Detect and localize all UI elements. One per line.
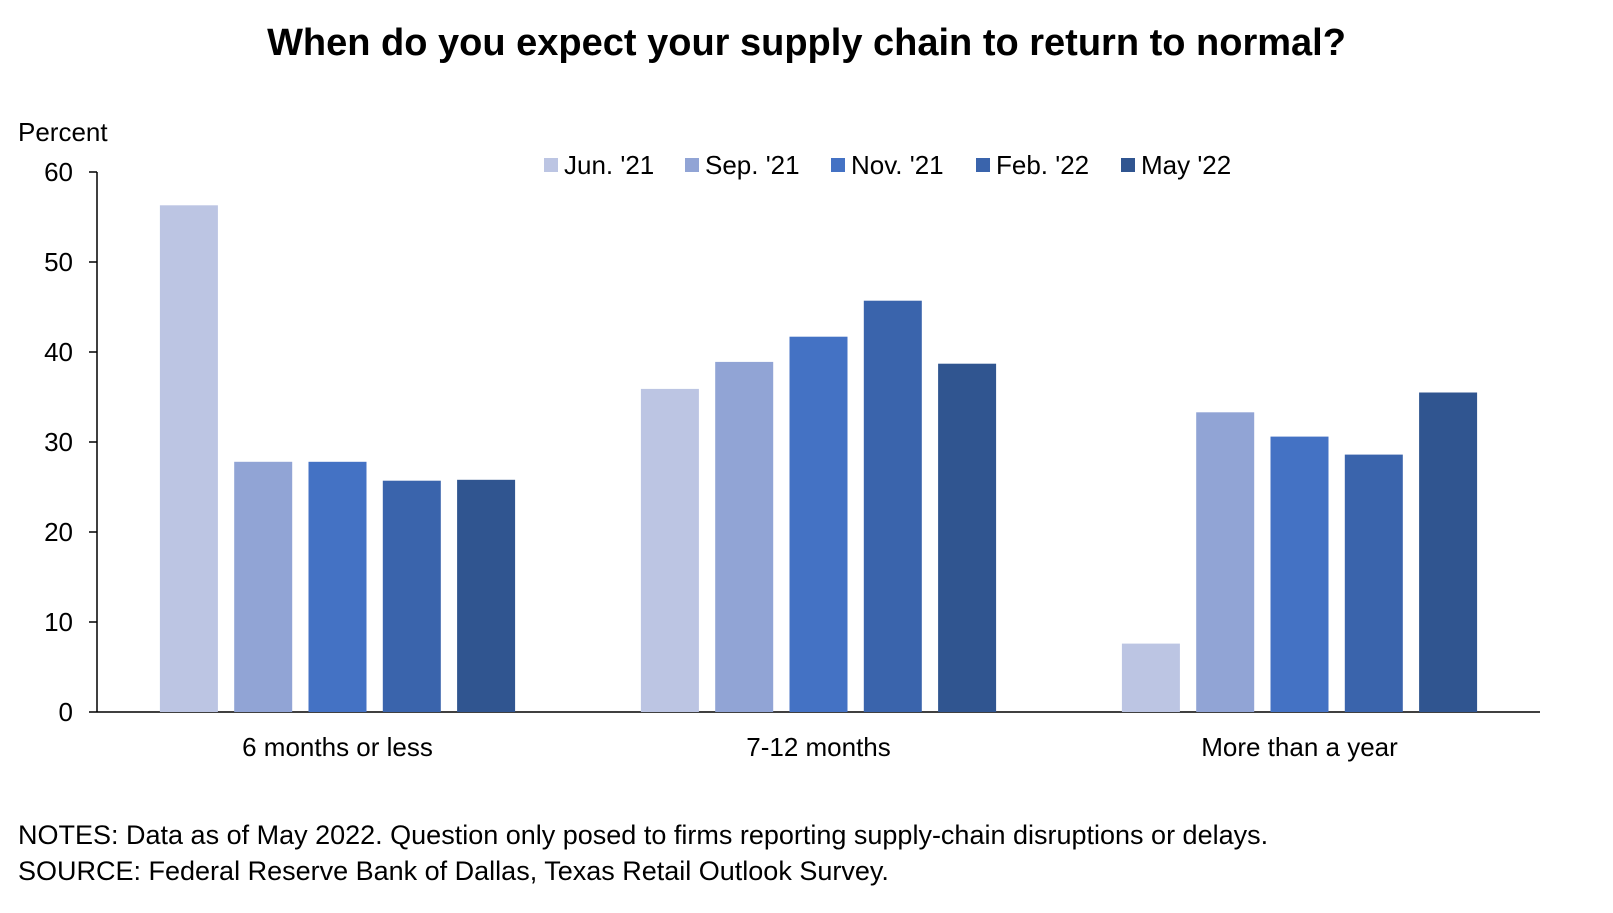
bar-2-2 (1270, 436, 1329, 712)
x-tick-label: More than a year (1201, 732, 1398, 762)
bar-1-4 (938, 363, 997, 712)
bar-0-1 (234, 461, 293, 712)
bar-2-1 (1196, 412, 1255, 712)
y-tick-label: 20 (44, 517, 73, 547)
legend-swatch (1121, 158, 1135, 172)
legend-label: Feb. '22 (996, 150, 1089, 180)
bar-1-1 (715, 361, 774, 712)
bar-0-2 (308, 461, 367, 712)
bar-2-4 (1419, 392, 1478, 712)
chart-title: When do you expect your supply chain to … (267, 22, 1346, 64)
bar-0-4 (457, 479, 516, 712)
legend-swatch (544, 158, 558, 172)
legend-label: Sep. '21 (705, 150, 800, 180)
x-tick-label: 7-12 months (746, 732, 891, 762)
y-axis-label: Percent (18, 117, 108, 147)
bar-0-3 (382, 480, 441, 712)
bar-1-2 (789, 336, 848, 712)
y-tick-label: 0 (59, 697, 73, 727)
bar-2-0 (1121, 643, 1180, 712)
chart-notes: NOTES: Data as of May 2022. Question onl… (18, 820, 1269, 850)
y-tick-label: 60 (44, 157, 73, 187)
bar-1-3 (863, 300, 922, 712)
legend-label: Jun. '21 (564, 150, 654, 180)
bar-1-0 (640, 388, 699, 712)
legend-swatch (831, 158, 845, 172)
legend-label: May '22 (1141, 150, 1231, 180)
legend-swatch (685, 158, 699, 172)
bar-2-3 (1344, 454, 1403, 712)
x-tick-label: 6 months or less (242, 732, 433, 762)
y-tick-label: 10 (44, 607, 73, 637)
y-tick-label: 30 (44, 427, 73, 457)
legend-swatch (976, 158, 990, 172)
y-tick-label: 50 (44, 247, 73, 277)
chart-source: SOURCE: Federal Reserve Bank of Dallas, … (18, 856, 889, 886)
y-tick-label: 40 (44, 337, 73, 367)
bar-0-0 (159, 205, 218, 713)
legend-label: Nov. '21 (851, 150, 944, 180)
